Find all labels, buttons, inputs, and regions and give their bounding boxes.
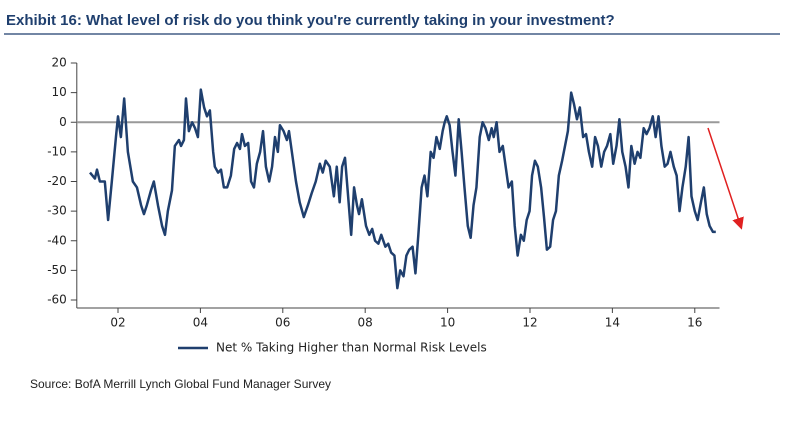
x-tick-label: 16	[687, 316, 702, 330]
x-tick-label: 12	[522, 316, 537, 330]
y-tick-label: -10	[47, 144, 67, 158]
x-tick-label: 08	[358, 316, 373, 330]
data-line	[89, 88, 716, 290]
chart-title: Exhibit 16: What level of risk do you th…	[6, 12, 615, 29]
y-tick-label: -20	[47, 174, 67, 188]
y-tick-label: -60	[47, 293, 67, 307]
y-tick-label: -40	[47, 233, 67, 247]
x-tick-label: 02	[110, 316, 125, 330]
trend-arrow	[707, 127, 744, 230]
y-tick-label: -50	[47, 263, 67, 277]
y-tick-label: 0	[59, 115, 67, 129]
y-tick-label: -30	[47, 204, 67, 218]
x-tick-label: 10	[440, 316, 455, 330]
x-tick-label: 06	[275, 316, 290, 330]
x-tick-label: 14	[605, 316, 620, 330]
x-tick-label: 04	[193, 316, 208, 330]
y-tick-label: 10	[52, 85, 67, 99]
source: Source: BofA Merrill Lynch Global Fund M…	[30, 377, 331, 391]
legend-label: Net % Taking Higher than Normal Risk Lev…	[216, 341, 487, 355]
y-tick-label: 20	[52, 56, 67, 70]
